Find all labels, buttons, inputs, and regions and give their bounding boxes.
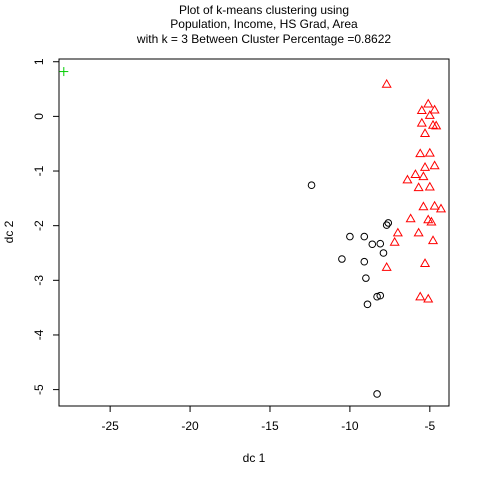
y-tick-label: 1: [32, 58, 46, 65]
cluster-point-triangle: [431, 120, 442, 130]
cluster-point-circle: [307, 181, 316, 190]
x-tick-label: -10: [341, 419, 359, 433]
cluster-point-triangle: [419, 128, 431, 137]
cluster-point-circle: [384, 219, 393, 227]
plot-frame: [58, 58, 450, 407]
cluster-point-triangle: [429, 104, 440, 114]
y-axis: 1 0 -1 -2 -3 -4 -5: [32, 58, 59, 395]
cluster-point-triangle: [415, 148, 426, 158]
cluster-point-triangle: [424, 181, 435, 191]
cluster-point-triangle: [429, 200, 440, 210]
y-tick-label: -3: [32, 275, 46, 286]
cluster-point-triangle: [413, 182, 424, 192]
cluster-point-circle: [376, 291, 385, 300]
y-tick-label: 0: [32, 113, 46, 120]
x-tick-label: -25: [101, 419, 119, 433]
x-tick-label: -20: [181, 419, 199, 433]
cluster-point-triangle: [389, 236, 400, 246]
chart-title: Plot of k-means clustering using Populat…: [136, 3, 391, 46]
cluster-point-triangle: [423, 98, 434, 108]
chart-title-line-3: with k = 3 Between Cluster Percentage =0…: [136, 32, 391, 46]
cluster-point-triangle: [424, 147, 435, 157]
cluster-point-circle: [360, 257, 369, 266]
cluster-point-circle: [373, 292, 381, 301]
x-axis-label: dc 1: [243, 451, 266, 465]
cluster-point-triangle: [415, 291, 426, 301]
cluster-point-triangle: [426, 216, 437, 226]
cluster-point-triangle: [413, 227, 424, 237]
cluster-point-triangle: [416, 105, 427, 115]
cluster-point-triangle: [435, 203, 447, 213]
cluster-point-circle: [346, 232, 354, 241]
cluster-point-triangle: [402, 174, 413, 184]
x-tick-label: -5: [424, 419, 435, 433]
cluster-point-triangle: [405, 213, 416, 223]
cluster-point-triangle: [419, 161, 431, 171]
cluster-point-circle: [368, 240, 377, 249]
cluster-point-triangle: [423, 293, 434, 303]
cluster-point-triangle: [416, 117, 427, 127]
cluster-point-triangle: [427, 119, 439, 129]
y-tick-label: -5: [32, 384, 46, 395]
cluster-point-triangle: [418, 171, 429, 181]
cluster-point-triangle: [419, 258, 431, 268]
x-tick-label: -15: [261, 419, 279, 433]
data-points: [59, 67, 447, 398]
cluster-point-circle: [373, 390, 381, 398]
cluster-point-circle: [363, 300, 372, 309]
cluster-point-circle: [362, 274, 370, 282]
cluster-point-triangle: [381, 78, 392, 88]
y-tick-label: -1: [32, 165, 46, 176]
cluster-point-triangle: [424, 110, 435, 119]
cluster-point-triangle: [418, 201, 429, 211]
cluster-point-triangle: [427, 235, 439, 245]
cluster-point-triangle: [392, 227, 403, 237]
chart-title-line-1: Plot of k-means clustering using: [179, 3, 349, 17]
x-axis: -25 -20 -15 -10 -5: [101, 406, 435, 433]
chart-title-line-2: Population, Income, HS Grad, Area: [170, 17, 358, 31]
cluster-point-triangle: [410, 169, 421, 178]
cluster-point-circle: [338, 255, 346, 263]
cluster-point-triangle: [429, 160, 440, 170]
y-tick-label: -4: [32, 329, 46, 340]
cluster-point-circle: [360, 232, 369, 241]
cluster-point-circle: [376, 239, 385, 248]
cluster-point-circle: [382, 221, 391, 229]
y-axis-label: dc 2: [2, 220, 16, 243]
cluster-point-triangle: [381, 261, 392, 271]
y-tick-label: -2: [32, 220, 46, 231]
cluster-point-circle: [379, 249, 388, 257]
cluster-point-plus: [59, 67, 69, 77]
